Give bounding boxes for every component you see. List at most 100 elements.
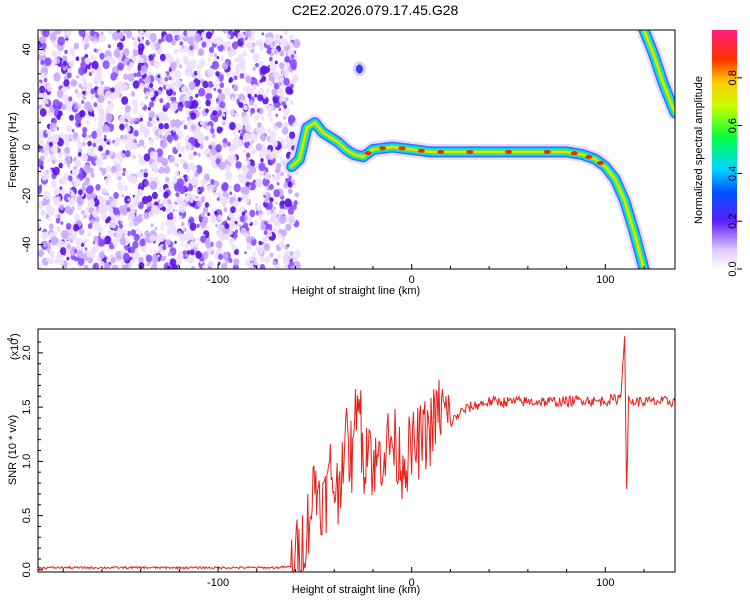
noise-speck (165, 102, 171, 109)
noise-speck (88, 71, 93, 77)
ridge-line (290, 121, 646, 269)
noise-speck (208, 106, 213, 111)
noise-speck (118, 220, 122, 225)
noise-speck (48, 141, 53, 147)
noise-speck (249, 113, 253, 117)
noise-speck (244, 197, 250, 204)
snr-scale-note: (x10 4 ) (6, 333, 21, 360)
noise-speck (281, 229, 287, 237)
noise-speck (119, 237, 127, 246)
noise-speck (188, 81, 196, 91)
noise-speck (112, 31, 120, 41)
noise-speck (256, 108, 261, 113)
noise-speck (79, 167, 84, 172)
noise-speck (51, 57, 57, 65)
noise-speck (193, 151, 197, 156)
noise-speck (148, 38, 152, 43)
noise-speck (245, 75, 252, 84)
noise-speck (86, 239, 90, 243)
noise-speck (90, 172, 95, 178)
noise-speck (51, 50, 58, 58)
noise-speck (86, 214, 90, 219)
noise-speck (183, 30, 188, 36)
noise-speck (271, 88, 278, 96)
noise-speck (272, 80, 276, 85)
noise-speck (175, 142, 182, 151)
noise-speck (123, 73, 129, 80)
noise-speck (173, 49, 178, 55)
noise-speck (208, 46, 215, 53)
noise-speck (78, 30, 86, 37)
noise-speck (281, 38, 288, 47)
noise-speck (58, 240, 66, 249)
noise-speck (229, 191, 233, 195)
noise-speck (95, 157, 103, 167)
noise-speck (110, 72, 118, 81)
noise-speck (49, 32, 57, 42)
noise-speck (211, 60, 220, 70)
noise-speck (97, 68, 102, 75)
y-tick-label: 40 (21, 43, 33, 55)
noise-speck (93, 102, 98, 108)
noise-speck (228, 238, 234, 245)
noise-speck (73, 177, 81, 187)
noise-speck (119, 134, 125, 140)
noise-speck (82, 238, 87, 244)
noise-speck (159, 98, 164, 104)
noise-speck (174, 240, 177, 244)
noise-speck (85, 187, 91, 194)
noise-speck (280, 171, 284, 177)
noise-speck (195, 195, 199, 199)
noise-speck (271, 41, 276, 47)
noise-speck (258, 60, 264, 68)
noise-speck (274, 60, 278, 65)
noise-speck (126, 174, 133, 182)
noise-speck (255, 178, 263, 188)
noise-speck (89, 218, 95, 225)
noise-speck (76, 161, 80, 164)
noise-speck (93, 235, 99, 243)
noise-speck (158, 130, 162, 136)
noise-speck (248, 181, 256, 191)
noise-speck (232, 137, 238, 144)
noise-speck (267, 128, 272, 134)
y-tick-label: 1.5 (21, 399, 33, 414)
noise-speck (190, 265, 195, 269)
colorbar-ticks: 0.0 0.2 0.4 0.6 0.8 (727, 70, 742, 277)
noise-speck (256, 204, 262, 212)
noise-speck (248, 185, 252, 189)
noise-speck (119, 123, 125, 131)
noise-speck (184, 243, 189, 249)
noise-speck (78, 123, 81, 127)
noise-speck (47, 216, 51, 221)
noise-speck (263, 194, 266, 198)
noise-speck (136, 188, 144, 197)
noise-speck (284, 198, 292, 208)
noise-speck (71, 128, 75, 133)
noise-speck (119, 115, 125, 124)
noise-speck (234, 229, 238, 234)
noise-speck (290, 54, 295, 59)
noise-speck (216, 230, 223, 238)
noise-speck (261, 75, 267, 82)
noise-speck (135, 227, 140, 232)
noise-speck (119, 223, 123, 229)
noise-speck (152, 119, 156, 124)
noise-speck (211, 161, 217, 169)
noise-speck (215, 158, 221, 165)
noise-speck (264, 236, 269, 242)
noise-speck (129, 246, 136, 254)
noise-speck (67, 244, 71, 249)
snr-scale-text: (x10 (9, 339, 21, 360)
noise-speck (269, 184, 274, 190)
noise-speck (187, 222, 191, 226)
noise-speck (278, 107, 282, 111)
noise-speck (225, 259, 229, 264)
noise-speck (78, 148, 83, 154)
noise-speck (286, 243, 290, 248)
noise-speck (122, 48, 130, 57)
noise-speck (207, 153, 210, 158)
noise-speck (156, 180, 160, 185)
noise-speck (117, 62, 124, 71)
noise-speck (155, 135, 160, 141)
